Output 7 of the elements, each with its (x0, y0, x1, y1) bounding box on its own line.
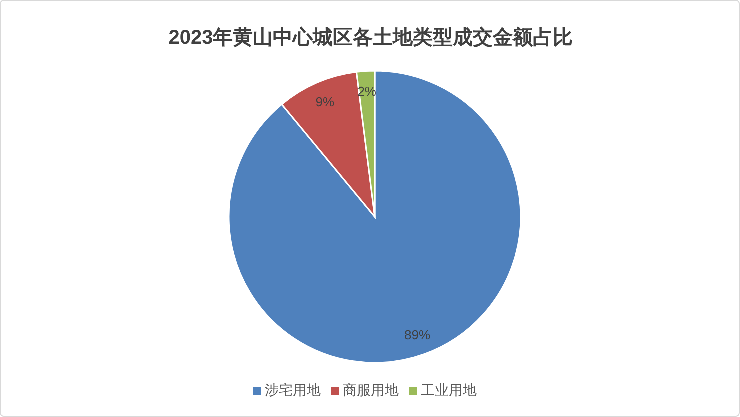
data-label: 9% (316, 94, 335, 110)
legend-label: 涉宅用地 (265, 382, 321, 398)
legend-label: 工业用地 (421, 382, 477, 398)
chart-title: 2023年黄山中心城区各土地类型成交金额占比 (168, 26, 574, 51)
data-label: 89% (404, 328, 431, 343)
pie-slice (228, 70, 522, 364)
legend-label: 商服用地 (343, 382, 399, 398)
